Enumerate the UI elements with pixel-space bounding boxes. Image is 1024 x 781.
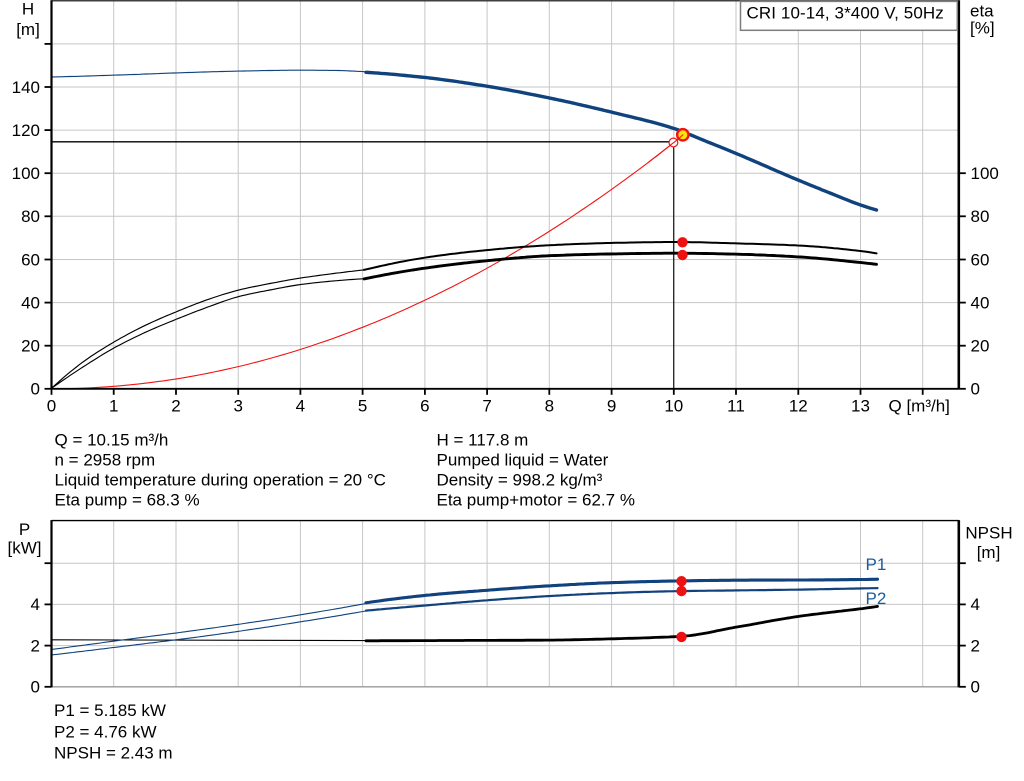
svg-text:1: 1 xyxy=(109,397,118,416)
svg-text:0: 0 xyxy=(47,397,56,416)
svg-text:60: 60 xyxy=(21,250,40,269)
svg-text:Density = 998.2 kg/m³: Density = 998.2 kg/m³ xyxy=(437,471,603,490)
svg-text:Eta pump+motor = 62.7 %: Eta pump+motor = 62.7 % xyxy=(437,491,635,510)
svg-text:8: 8 xyxy=(545,397,554,416)
svg-text:NPSH: NPSH xyxy=(965,523,1012,542)
svg-text:2: 2 xyxy=(971,636,980,655)
svg-text:20: 20 xyxy=(21,337,40,356)
svg-text:n = 2958 rpm: n = 2958 rpm xyxy=(55,451,156,470)
svg-text:10: 10 xyxy=(664,397,683,416)
svg-text:H: H xyxy=(22,0,34,18)
svg-text:P: P xyxy=(19,520,30,539)
svg-text:CRI 10-14, 3*400 V, 50Hz: CRI 10-14, 3*400 V, 50Hz xyxy=(747,4,944,23)
svg-text:80: 80 xyxy=(971,207,990,226)
svg-text:120: 120 xyxy=(12,121,40,140)
svg-text:0: 0 xyxy=(31,380,40,399)
svg-text:eta: eta xyxy=(970,1,994,20)
svg-text:100: 100 xyxy=(12,164,40,183)
svg-text:140: 140 xyxy=(12,78,40,97)
svg-text:80: 80 xyxy=(21,207,40,226)
svg-text:20: 20 xyxy=(971,337,990,356)
svg-text:[m]: [m] xyxy=(977,543,1001,562)
svg-text:12: 12 xyxy=(789,397,808,416)
svg-text:0: 0 xyxy=(971,678,980,697)
svg-text:7: 7 xyxy=(482,397,491,416)
svg-text:NPSH = 2.43 m: NPSH = 2.43 m xyxy=(54,744,173,763)
svg-text:[kW]: [kW] xyxy=(8,539,42,558)
svg-text:9: 9 xyxy=(607,397,616,416)
svg-text:60: 60 xyxy=(971,250,990,269)
svg-text:Eta pump = 68.3 %: Eta pump = 68.3 % xyxy=(55,491,200,510)
svg-text:40: 40 xyxy=(21,293,40,312)
svg-text:P1 = 5.185 kW: P1 = 5.185 kW xyxy=(54,701,166,720)
svg-text:P1: P1 xyxy=(866,555,887,574)
svg-text:H = 117.8 m: H = 117.8 m xyxy=(437,431,529,450)
svg-text:100: 100 xyxy=(971,164,999,183)
svg-text:4: 4 xyxy=(31,595,40,614)
svg-text:[m]: [m] xyxy=(16,20,40,39)
svg-text:2: 2 xyxy=(171,397,180,416)
svg-text:0: 0 xyxy=(31,678,40,697)
svg-text:0: 0 xyxy=(971,380,980,399)
svg-text:2: 2 xyxy=(31,636,40,655)
svg-text:Q [m³/h]: Q [m³/h] xyxy=(889,397,950,416)
svg-text:Pumped liquid = Water: Pumped liquid = Water xyxy=(437,451,609,470)
svg-text:5: 5 xyxy=(358,397,367,416)
svg-text:Q = 10.15 m³/h: Q = 10.15 m³/h xyxy=(55,431,169,450)
svg-text:4: 4 xyxy=(971,595,980,614)
svg-text:13: 13 xyxy=(851,397,870,416)
svg-text:P2 = 4.76 kW: P2 = 4.76 kW xyxy=(54,723,157,742)
svg-text:11: 11 xyxy=(727,397,745,416)
svg-text:P2: P2 xyxy=(866,589,887,608)
svg-text:40: 40 xyxy=(971,293,990,312)
svg-text:3: 3 xyxy=(233,397,242,416)
svg-text:4: 4 xyxy=(296,397,305,416)
svg-text:[%]: [%] xyxy=(970,18,995,37)
svg-text:Liquid temperature during oper: Liquid temperature during operation = 20… xyxy=(55,471,386,490)
svg-text:6: 6 xyxy=(420,397,429,416)
